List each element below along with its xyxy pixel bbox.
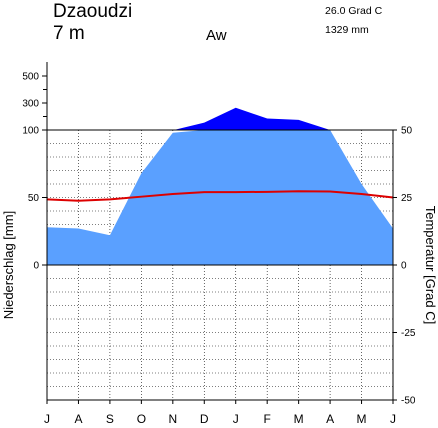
temperature-line <box>46 190 394 202</box>
left-tick-label: 100 <box>22 126 39 137</box>
left-tick-label: 50 <box>28 193 40 204</box>
right-tick-label: -50 <box>401 396 416 407</box>
temperature-line-group <box>46 190 394 202</box>
station-elevation: 7 m <box>53 23 85 44</box>
month-label: F <box>264 412 271 426</box>
month-label: J <box>233 412 239 426</box>
month-label: S <box>106 412 114 426</box>
month-label: M <box>294 412 304 426</box>
left-axis-label: Niederschlag [mm] <box>1 211 16 319</box>
station-name: Dzaoudzi <box>53 1 132 22</box>
right-tick-label: -25 <box>401 328 416 339</box>
mean-temperature: 26.0 Grad C <box>325 5 383 17</box>
month-label: J <box>390 412 396 426</box>
right-tick-label: 0 <box>401 261 407 272</box>
humid-precipitation-area <box>47 130 393 265</box>
perhumid-precipitation-area <box>173 107 331 130</box>
left-tick-label: 500 <box>22 72 39 83</box>
month-label: A <box>326 412 334 426</box>
right-tick-label: 50 <box>401 126 413 137</box>
month-label: O <box>137 412 146 426</box>
tick-labels: 0 50 100 300 500 -50 -25 0 25 50 J A S O N D J F M A M J <box>22 72 416 427</box>
month-label: M <box>357 412 367 426</box>
month-label: J <box>44 412 50 426</box>
month-label: A <box>74 412 82 426</box>
axes <box>42 62 397 404</box>
left-tick-label: 300 <box>22 99 39 110</box>
month-label: D <box>200 412 209 426</box>
annual-precipitation: 1329 mm <box>325 24 369 36</box>
right-axis-label: Temperatur [Grad C] <box>423 206 438 325</box>
climate-zone: Aw <box>206 27 227 44</box>
left-tick-label: 0 <box>33 261 39 272</box>
precipitation-areas <box>47 107 393 265</box>
month-label: N <box>168 412 177 426</box>
right-tick-label: 25 <box>401 193 413 204</box>
